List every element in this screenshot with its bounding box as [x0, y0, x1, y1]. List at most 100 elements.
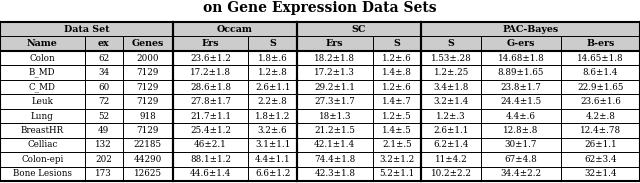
- Bar: [481, 80, 561, 94]
- Bar: [372, 152, 421, 167]
- Bar: [248, 65, 297, 80]
- Text: 46±2.1: 46±2.1: [194, 141, 227, 150]
- Text: 26±1.1: 26±1.1: [584, 141, 616, 150]
- Text: 1.8±.6: 1.8±.6: [258, 54, 287, 63]
- Text: 2.6±1.1: 2.6±1.1: [255, 83, 291, 92]
- Text: B_MD: B_MD: [29, 68, 56, 77]
- Bar: [481, 94, 561, 109]
- Bar: [248, 167, 297, 181]
- Text: 44290: 44290: [134, 155, 162, 164]
- Bar: [123, 36, 173, 51]
- Text: 23.8±1.7: 23.8±1.7: [500, 83, 541, 92]
- Bar: [297, 22, 421, 36]
- Bar: [84, 109, 123, 123]
- Text: 3.4±1.8: 3.4±1.8: [433, 83, 469, 92]
- Text: 21.7±1.1: 21.7±1.1: [190, 112, 231, 121]
- Text: S: S: [448, 39, 454, 48]
- Bar: [421, 36, 481, 51]
- Bar: [297, 123, 372, 138]
- Text: 88.1±1.2: 88.1±1.2: [190, 155, 231, 164]
- Text: 7129: 7129: [136, 126, 159, 135]
- Bar: [173, 152, 248, 167]
- Bar: [372, 109, 421, 123]
- Bar: [123, 109, 173, 123]
- Bar: [421, 123, 481, 138]
- Text: Ers: Ers: [326, 39, 344, 48]
- Bar: [372, 138, 421, 152]
- Bar: [173, 80, 248, 94]
- Bar: [0, 138, 84, 152]
- Bar: [173, 65, 248, 80]
- Text: Bone Lesions: Bone Lesions: [13, 169, 72, 178]
- Text: Ers: Ers: [202, 39, 220, 48]
- Bar: [481, 109, 561, 123]
- Bar: [248, 94, 297, 109]
- Text: 27.8±1.7: 27.8±1.7: [190, 97, 231, 106]
- Bar: [297, 138, 372, 152]
- Text: 49: 49: [98, 126, 109, 135]
- Bar: [123, 138, 173, 152]
- Bar: [84, 80, 123, 94]
- Text: 32±1.4: 32±1.4: [584, 169, 616, 178]
- Bar: [248, 152, 297, 167]
- Bar: [173, 94, 248, 109]
- Text: 2000: 2000: [136, 54, 159, 63]
- Text: Genes: Genes: [131, 39, 164, 48]
- Text: S: S: [394, 39, 400, 48]
- Text: 10.2±2.2: 10.2±2.2: [431, 169, 472, 178]
- Text: 2.1±.5: 2.1±.5: [382, 141, 412, 150]
- Bar: [421, 152, 481, 167]
- Bar: [481, 167, 561, 181]
- Text: 14.68±1.8: 14.68±1.8: [497, 54, 545, 63]
- Text: Celliac: Celliac: [27, 141, 58, 150]
- Text: Colon-epi: Colon-epi: [21, 155, 63, 164]
- Text: 132: 132: [95, 141, 112, 150]
- Bar: [123, 51, 173, 65]
- Text: 1.4±.5: 1.4±.5: [382, 126, 412, 135]
- Bar: [123, 123, 173, 138]
- Text: 12.4±.78: 12.4±.78: [580, 126, 621, 135]
- Bar: [421, 167, 481, 181]
- Bar: [84, 167, 123, 181]
- Bar: [297, 65, 372, 80]
- Text: 34: 34: [98, 68, 109, 77]
- Text: Leuk: Leuk: [31, 97, 53, 106]
- Bar: [372, 80, 421, 94]
- Text: 24.4±1.5: 24.4±1.5: [500, 97, 541, 106]
- Text: 1.53±.28: 1.53±.28: [431, 54, 472, 63]
- Bar: [561, 94, 640, 109]
- Text: 6.6±1.2: 6.6±1.2: [255, 169, 291, 178]
- Bar: [372, 51, 421, 65]
- Text: 7129: 7129: [136, 97, 159, 106]
- Bar: [297, 167, 372, 181]
- Bar: [481, 138, 561, 152]
- Text: BreastHR: BreastHR: [20, 126, 64, 135]
- Bar: [297, 152, 372, 167]
- Text: C_MD: C_MD: [29, 82, 56, 92]
- Text: 14.65±1.8: 14.65±1.8: [577, 54, 623, 63]
- Bar: [421, 80, 481, 94]
- Text: 42.3±1.8: 42.3±1.8: [314, 169, 355, 178]
- Text: 6.2±1.4: 6.2±1.4: [433, 141, 469, 150]
- Text: 4.2±.8: 4.2±.8: [586, 112, 615, 121]
- Bar: [372, 94, 421, 109]
- Text: 28.6±1.8: 28.6±1.8: [190, 83, 231, 92]
- Bar: [0, 65, 84, 80]
- Text: 22.9±1.65: 22.9±1.65: [577, 83, 623, 92]
- Bar: [0, 51, 84, 65]
- Bar: [0, 123, 84, 138]
- Bar: [173, 167, 248, 181]
- Bar: [248, 109, 297, 123]
- Text: on Gene Expression Data Sets: on Gene Expression Data Sets: [203, 1, 437, 15]
- Bar: [561, 51, 640, 65]
- Bar: [0, 167, 84, 181]
- Bar: [84, 94, 123, 109]
- Text: 2.6±1.1: 2.6±1.1: [433, 126, 469, 135]
- Text: 27.3±1.7: 27.3±1.7: [314, 97, 355, 106]
- Bar: [173, 51, 248, 65]
- Text: 11±4.2: 11±4.2: [435, 155, 468, 164]
- Bar: [173, 123, 248, 138]
- Bar: [561, 109, 640, 123]
- Text: 67±4.8: 67±4.8: [504, 155, 538, 164]
- Bar: [297, 36, 372, 51]
